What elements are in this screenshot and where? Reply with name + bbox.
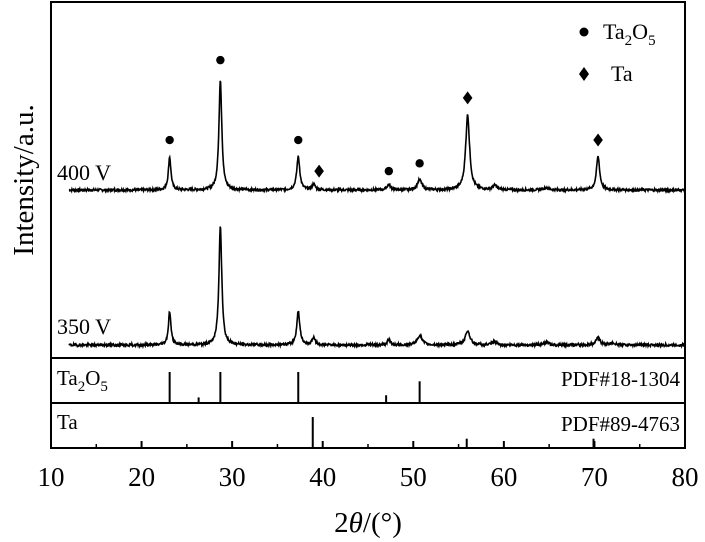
x-axis-title: 2θ/(°) <box>334 507 402 539</box>
legend: Ta2O5 Ta <box>579 19 656 86</box>
marker-circle-2 <box>294 135 303 145</box>
main-plot-frame <box>50 1 686 359</box>
legend-label-ta: Ta <box>611 61 633 86</box>
marker-circle-4 <box>384 166 394 176</box>
marker-circle-5 <box>415 159 424 168</box>
pattern-line-0 <box>68 80 686 195</box>
x-tick-label-20: 20 <box>128 462 155 492</box>
x-tick-label-10: 10 <box>38 462 65 492</box>
marker-circle-0 <box>165 135 174 145</box>
y-axis-title: Intensity/a.u. <box>8 104 40 255</box>
ref-phase-label-ta: Ta <box>57 410 78 434</box>
marker-circle-1 <box>216 55 225 65</box>
marker-diamond-3 <box>314 164 324 178</box>
marker-diamond-7 <box>593 133 603 147</box>
series-label-350v: 350 V <box>57 314 111 339</box>
x-tick-label-80: 80 <box>672 462 699 492</box>
marker-diamond-6 <box>462 91 473 105</box>
ref-pdf-label-ta: PDF#89-4763 <box>561 412 680 436</box>
pattern-line-1 <box>68 226 686 350</box>
legend-diamond-marker <box>579 67 589 81</box>
xrd-patterns <box>68 80 686 350</box>
x-tick-label-50: 50 <box>400 462 427 492</box>
x-tick-label-30: 30 <box>219 462 246 492</box>
ref-pdf-label-ta2o5: PDF#18-1304 <box>561 367 681 391</box>
x-axis-ticks <box>50 441 686 448</box>
legend-label-ta2o5: Ta2O5 <box>603 19 656 49</box>
reference-lines <box>168 372 595 448</box>
ref-phase-label-ta2o5: Ta2O5 <box>57 366 108 395</box>
series-label-400v: 400 V <box>57 160 111 185</box>
phase-markers <box>165 55 603 178</box>
x-tick-label-40: 40 <box>309 462 336 492</box>
x-tick-labels: 10 20 30 40 50 60 70 80 <box>38 462 699 492</box>
x-tick-label-60: 60 <box>490 462 517 492</box>
x-tick-label-70: 70 <box>581 462 608 492</box>
legend-circle-marker <box>579 27 589 37</box>
